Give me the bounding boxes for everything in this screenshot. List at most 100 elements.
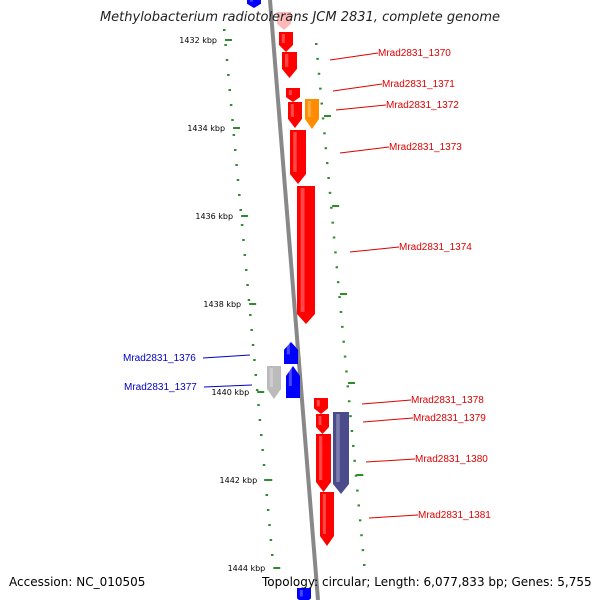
gene-leader-line: [332, 83, 383, 92]
gene-leader-line: [202, 354, 251, 359]
ruler-dot: [339, 310, 343, 313]
ruler-dot: [317, 72, 321, 75]
ruler-dot: [336, 281, 340, 284]
gene-arrow-body: [277, 12, 291, 30]
gene-arrow-top-pink: [277, 12, 291, 30]
gene-arrow-shine: [300, 188, 305, 312]
ruler-dot: [239, 209, 242, 211]
ruler-label: 1432 kbp: [179, 36, 217, 45]
gene-arrow-body: [279, 32, 293, 52]
ruler-dot: [268, 524, 271, 526]
gene-arrow-body: [286, 88, 300, 102]
ruler-dot: [353, 459, 356, 462]
ruler-dot: [271, 554, 274, 556]
gene-leader-line: [339, 146, 390, 154]
gene-arrow-body: [316, 414, 329, 434]
ruler-dot: [224, 44, 227, 46]
gene-arrow-body: [284, 342, 298, 364]
ruler-dot: [327, 176, 330, 179]
ruler-dot: [328, 191, 332, 194]
ruler-dot: [346, 385, 350, 388]
ruler-dot: [247, 299, 251, 301]
gene-arrow-shine: [290, 104, 294, 117]
accession-text: Accession: NC_010505: [9, 575, 146, 589]
ruler-dot: [356, 489, 359, 492]
gene-arrow-shine: [285, 54, 289, 67]
ruler-dot: [347, 400, 351, 403]
gene-arrow-shine: [281, 34, 285, 43]
ruler-dot: [363, 564, 366, 566]
map-title: Methylobacterium radiotolerans JCM 2831,…: [99, 10, 501, 25]
gene-label: Mrad2831_1376: [123, 353, 196, 364]
ruler-dot: [357, 504, 361, 507]
gene-leader-line: [335, 104, 387, 111]
ruler-dot: [330, 206, 333, 209]
gene-arrow-bottom-blue: [297, 588, 311, 600]
gene-arrow-shine: [322, 494, 326, 534]
gene-arrow-body: [297, 186, 315, 324]
ruler-dot: [235, 164, 238, 166]
ruler-label: 1438 kbp: [203, 300, 241, 309]
ruler-dot: [242, 239, 245, 241]
gene-arrow-shine: [307, 101, 311, 117]
ruler-label: 1440 kbp: [211, 388, 249, 397]
gene-arrow-1371: [286, 88, 300, 102]
ruler-dot: [253, 359, 256, 361]
gene-leader-line: [203, 384, 253, 388]
gene-arrow-shine: [269, 368, 273, 387]
gene-arrow-body: [282, 52, 297, 78]
gene-arrow-body: [316, 434, 331, 492]
ruler-dot: [231, 119, 234, 121]
ruler-dot: [361, 549, 365, 552]
gene-arrow-body: [247, 0, 261, 8]
ruler-dot: [335, 266, 339, 269]
gene-arrow-1373: [290, 130, 306, 184]
ruler-dot: [331, 221, 334, 224]
ruler-dot: [345, 370, 348, 373]
ruler-dot: [251, 344, 255, 346]
gene-arrow-body: [333, 412, 349, 494]
ruler-dot: [349, 415, 352, 418]
ruler-label: 1442 kbp: [220, 476, 258, 485]
genome-summary-text: Topology: circular; Length: 6,077,833 bp…: [262, 575, 592, 589]
gene-arrow-body: [320, 492, 334, 546]
gene-arrow-1372: [305, 99, 319, 129]
ruler-dot: [315, 43, 318, 45]
ruler-dot: [257, 404, 260, 406]
ruler-dot: [350, 430, 354, 433]
gene-arrow-body: [288, 102, 302, 128]
gene-arrow-top-blue: [247, 0, 261, 8]
gene-arrow-1376: [284, 342, 298, 364]
ruler-dot: [240, 224, 244, 226]
ruler-dot: [243, 254, 247, 256]
ruler-dot: [246, 284, 249, 286]
gene-leader-line: [362, 417, 414, 423]
ruler-dot: [236, 179, 240, 181]
ruler-dot: [223, 29, 226, 31]
ruler-dot: [342, 340, 345, 343]
gene-arrow-1370: [279, 32, 293, 52]
gene-arrow-1379-slate: [333, 412, 349, 494]
gene-arrow-1380: [316, 434, 331, 492]
ruler-dot: [233, 149, 237, 151]
gene-label: Mrad2831_1377: [124, 382, 197, 393]
ruler-dot: [228, 89, 231, 91]
gene-label: Mrad2831_1373: [389, 142, 462, 153]
ruler-label: 1444 kbp: [228, 564, 266, 573]
gene-arrow-shine: [288, 368, 292, 386]
gene-label: Mrad2831_1378: [411, 395, 484, 406]
gene-arrow-shine: [279, 14, 283, 22]
ruler-dot: [360, 534, 363, 537]
gene-arrow-1379: [316, 414, 329, 434]
gene-arrow-1374: [297, 186, 315, 324]
gene-arrow-shine: [316, 400, 320, 407]
gene-arrow-shine: [299, 590, 303, 597]
gene-label: Mrad2831_1372: [386, 100, 459, 111]
gene-arrow-body: [267, 366, 281, 399]
ruler-dot: [324, 147, 328, 150]
ruler-label: 1434 kbp: [187, 124, 225, 133]
ruler-dot: [238, 194, 241, 196]
ruler-dot: [343, 355, 347, 358]
ruler-dot: [352, 444, 355, 447]
